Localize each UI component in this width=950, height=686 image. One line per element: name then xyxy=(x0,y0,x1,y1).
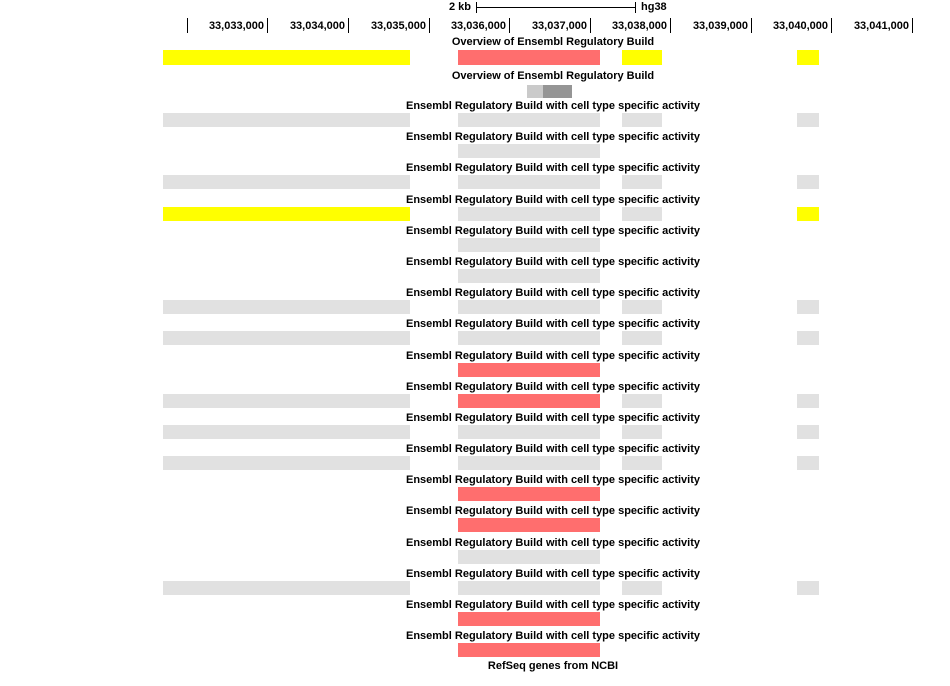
regulatory-feature-bar[interactable] xyxy=(163,175,410,189)
regulatory-feature-bar[interactable] xyxy=(163,113,410,127)
regulatory-feature-bar[interactable] xyxy=(622,425,662,439)
track-label[interactable]: Ensembl Regulatory Build with cell type … xyxy=(405,505,701,517)
ruler-coordinate-label: 33,036,000 xyxy=(450,20,506,32)
regulatory-feature-bar[interactable] xyxy=(163,581,410,595)
track-label[interactable]: Ensembl Regulatory Build with cell type … xyxy=(405,287,701,299)
ruler-tick xyxy=(348,18,349,33)
regulatory-feature-bar[interactable] xyxy=(527,85,543,98)
track-label[interactable]: Ensembl Regulatory Build with cell type … xyxy=(405,131,701,143)
ruler-tick xyxy=(912,18,913,33)
regulatory-feature-bar[interactable] xyxy=(622,331,662,345)
regulatory-feature-bar[interactable] xyxy=(458,144,600,158)
regulatory-feature-bar[interactable] xyxy=(163,425,410,439)
regulatory-feature-bar[interactable] xyxy=(163,300,410,314)
regulatory-feature-bar[interactable] xyxy=(797,175,819,189)
ruler-coordinate-label: 33,037,000 xyxy=(531,20,587,32)
ruler-tick xyxy=(429,18,430,33)
regulatory-feature-bar[interactable] xyxy=(458,394,600,408)
ruler-coordinate-label: 33,038,000 xyxy=(611,20,667,32)
regulatory-feature-bar[interactable] xyxy=(622,456,662,470)
regulatory-feature-bar[interactable] xyxy=(458,113,600,127)
ruler-tick xyxy=(590,18,591,33)
regulatory-feature-bar[interactable] xyxy=(622,50,662,65)
scale-bar-line xyxy=(476,7,636,8)
track-label[interactable]: Ensembl Regulatory Build with cell type … xyxy=(405,630,701,642)
ruler-tick xyxy=(509,18,510,33)
regulatory-feature-bar[interactable] xyxy=(622,300,662,314)
ruler-tick xyxy=(751,18,752,33)
regulatory-feature-bar[interactable] xyxy=(458,238,600,252)
regulatory-feature-bar[interactable] xyxy=(622,394,662,408)
regulatory-feature-bar[interactable] xyxy=(458,581,600,595)
track-label[interactable]: Ensembl Regulatory Build with cell type … xyxy=(405,350,701,362)
track-label[interactable]: Ensembl Regulatory Build with cell type … xyxy=(405,318,701,330)
ruler-coordinate-label: 33,035,000 xyxy=(370,20,426,32)
regulatory-feature-bar[interactable] xyxy=(622,581,662,595)
track-label[interactable]: RefSeq genes from NCBI xyxy=(487,660,619,672)
regulatory-feature-bar[interactable] xyxy=(797,456,819,470)
track-label[interactable]: Ensembl Regulatory Build with cell type … xyxy=(405,599,701,611)
regulatory-feature-bar[interactable] xyxy=(458,487,600,501)
regulatory-feature-bar[interactable] xyxy=(458,50,600,65)
track-label[interactable]: Ensembl Regulatory Build with cell type … xyxy=(405,100,701,112)
track-label[interactable]: Ensembl Regulatory Build with cell type … xyxy=(405,256,701,268)
ruler-coordinate-label: 33,039,000 xyxy=(692,20,748,32)
track-label[interactable]: Ensembl Regulatory Build with cell type … xyxy=(405,225,701,237)
regulatory-feature-bar[interactable] xyxy=(797,113,819,127)
track-label[interactable]: Ensembl Regulatory Build with cell type … xyxy=(405,194,701,206)
ruler-coordinate-label: 33,040,000 xyxy=(772,20,828,32)
scale-bar-left-cap xyxy=(476,2,477,13)
regulatory-feature-bar[interactable] xyxy=(797,425,819,439)
regulatory-feature-bar[interactable] xyxy=(797,207,819,221)
regulatory-feature-bar[interactable] xyxy=(458,518,600,532)
regulatory-feature-bar[interactable] xyxy=(458,456,600,470)
genome-assembly-label: hg38 xyxy=(641,1,667,13)
track-label[interactable]: Ensembl Regulatory Build with cell type … xyxy=(405,443,701,455)
ruler-tick xyxy=(267,18,268,33)
regulatory-feature-bar[interactable] xyxy=(622,207,662,221)
regulatory-feature-bar[interactable] xyxy=(458,300,600,314)
ruler-tick xyxy=(187,18,188,33)
regulatory-feature-bar[interactable] xyxy=(458,643,600,657)
track-label[interactable]: Overview of Ensembl Regulatory Build xyxy=(451,36,655,48)
ruler-coordinate-label: 33,041,000 xyxy=(853,20,909,32)
scale-bar-label: 2 kb xyxy=(448,1,471,13)
track-label[interactable]: Ensembl Regulatory Build with cell type … xyxy=(405,381,701,393)
regulatory-feature-bar[interactable] xyxy=(458,363,600,377)
track-label[interactable]: Ensembl Regulatory Build with cell type … xyxy=(405,474,701,486)
regulatory-feature-bar[interactable] xyxy=(797,300,819,314)
track-label[interactable]: Ensembl Regulatory Build with cell type … xyxy=(405,412,701,424)
ruler-coordinate-label: 33,034,000 xyxy=(289,20,345,32)
track-label[interactable]: Ensembl Regulatory Build with cell type … xyxy=(405,162,701,174)
ruler-tick xyxy=(831,18,832,33)
regulatory-feature-bar[interactable] xyxy=(797,331,819,345)
regulatory-feature-bar[interactable] xyxy=(458,207,600,221)
regulatory-feature-bar[interactable] xyxy=(543,85,572,98)
regulatory-feature-bar[interactable] xyxy=(163,456,410,470)
regulatory-feature-bar[interactable] xyxy=(797,50,819,65)
regulatory-feature-bar[interactable] xyxy=(458,550,600,564)
regulatory-feature-bar[interactable] xyxy=(458,175,600,189)
regulatory-feature-bar[interactable] xyxy=(797,581,819,595)
regulatory-feature-bar[interactable] xyxy=(797,394,819,408)
scale-bar-right-cap xyxy=(635,2,636,13)
regulatory-feature-bar[interactable] xyxy=(458,425,600,439)
regulatory-feature-bar[interactable] xyxy=(163,331,410,345)
ruler-tick xyxy=(670,18,671,33)
regulatory-feature-bar[interactable] xyxy=(163,50,410,65)
regulatory-feature-bar[interactable] xyxy=(163,207,410,221)
track-label[interactable]: Ensembl Regulatory Build with cell type … xyxy=(405,568,701,580)
ruler-coordinate-label: 33,033,000 xyxy=(208,20,264,32)
regulatory-feature-bar[interactable] xyxy=(458,331,600,345)
track-label[interactable]: Ensembl Regulatory Build with cell type … xyxy=(405,537,701,549)
regulatory-feature-bar[interactable] xyxy=(622,175,662,189)
regulatory-feature-bar[interactable] xyxy=(163,394,410,408)
regulatory-feature-bar[interactable] xyxy=(458,269,600,283)
regulatory-feature-bar[interactable] xyxy=(622,113,662,127)
track-label[interactable]: Overview of Ensembl Regulatory Build xyxy=(451,70,655,82)
regulatory-feature-bar[interactable] xyxy=(458,612,600,626)
